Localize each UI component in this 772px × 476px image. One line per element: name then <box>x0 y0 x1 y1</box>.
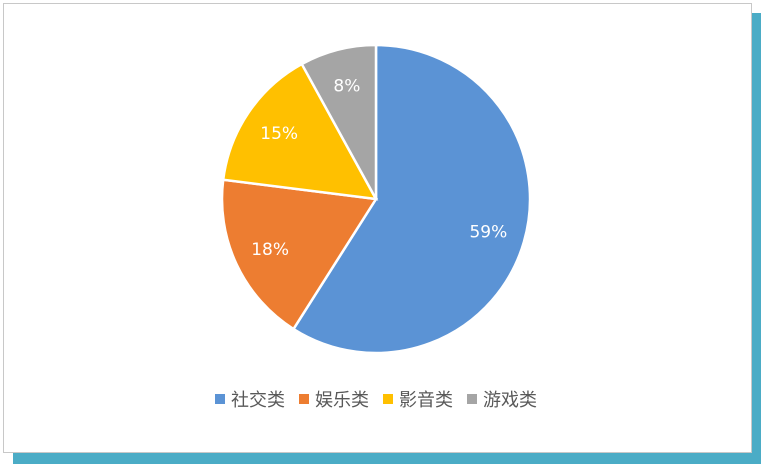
pie-slice-3 <box>300 43 378 200</box>
legend-swatch <box>383 394 393 404</box>
pie-slice-0 <box>291 43 532 355</box>
pie-slice-2 <box>221 62 379 201</box>
legend-swatch <box>215 394 225 404</box>
legend-item-2: 影音类 <box>383 386 453 412</box>
legend-swatch <box>299 394 309 404</box>
legend-label: 娱乐类 <box>315 390 369 411</box>
legend-item-1: 娱乐类 <box>299 386 369 412</box>
legend-label: 影音类 <box>399 390 453 411</box>
legend-label: 社交类 <box>231 390 285 411</box>
legend: 社交类 娱乐类 影音类 游戏类 <box>0 386 752 412</box>
data-label-3: 8% <box>333 77 360 97</box>
legend-item-3: 游戏类 <box>467 386 537 412</box>
data-label-2: 15% <box>260 124 298 144</box>
legend-label: 游戏类 <box>483 390 537 411</box>
data-label-0: 59% <box>469 223 507 243</box>
legend-item-0: 社交类 <box>215 386 285 412</box>
pie-slice-1 <box>220 178 379 331</box>
legend-swatch <box>467 394 477 404</box>
data-label-1: 18% <box>251 240 289 260</box>
